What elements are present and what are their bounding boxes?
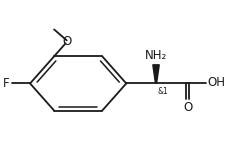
Text: OH: OH bbox=[208, 76, 226, 89]
Text: O: O bbox=[62, 35, 72, 48]
Polygon shape bbox=[153, 65, 159, 83]
Text: O: O bbox=[183, 101, 192, 114]
Text: &1: &1 bbox=[157, 87, 168, 96]
Text: F: F bbox=[3, 77, 10, 90]
Text: NH₂: NH₂ bbox=[145, 49, 167, 62]
